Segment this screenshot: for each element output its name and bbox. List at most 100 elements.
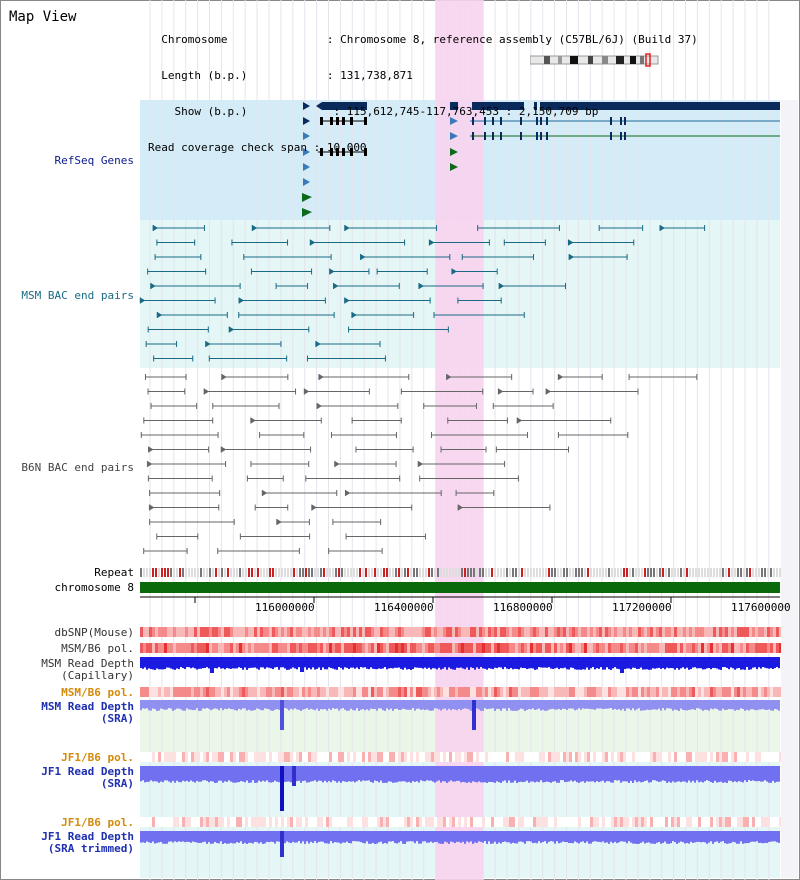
heat-cell xyxy=(398,752,401,762)
depth-bar xyxy=(774,700,776,709)
heat-cell xyxy=(434,627,437,637)
heat-cell xyxy=(446,752,449,762)
heat-cell xyxy=(416,627,419,637)
depth-bar xyxy=(174,700,176,710)
depth-bar xyxy=(698,831,700,842)
depth-bar xyxy=(286,700,288,709)
chromosome-ideogram[interactable] xyxy=(530,53,660,67)
repeat-mark xyxy=(611,568,613,577)
depth-bar xyxy=(434,766,436,783)
depth-bar xyxy=(528,831,530,842)
selected-region-highlight xyxy=(436,0,483,880)
heat-cell xyxy=(686,627,689,637)
depth-bar xyxy=(308,766,310,783)
heat-cell xyxy=(647,643,650,653)
heat-cell xyxy=(428,817,431,827)
depth-bar xyxy=(544,700,546,711)
heat-cell xyxy=(368,752,371,762)
depth-bar xyxy=(520,831,522,842)
heat-cell xyxy=(641,752,644,762)
depth-bar xyxy=(590,700,592,710)
depth-bar xyxy=(150,700,152,711)
depth-bar xyxy=(740,831,742,842)
bac-arrow xyxy=(546,388,552,395)
heat-cell xyxy=(173,752,176,762)
depth-bar xyxy=(500,657,502,668)
heat-cell xyxy=(140,687,143,697)
heat-cell xyxy=(767,752,770,762)
depth-bar xyxy=(148,831,150,843)
depth-bar xyxy=(242,831,244,844)
depth-bar xyxy=(654,657,656,669)
depth-bar xyxy=(766,831,768,844)
repeat-mark xyxy=(446,568,448,577)
depth-bar xyxy=(334,700,336,709)
heat-cell xyxy=(548,627,551,637)
depth-bar xyxy=(426,766,428,781)
heat-cell xyxy=(497,643,500,653)
depth-bar xyxy=(670,700,672,709)
heat-cell xyxy=(440,627,443,637)
heat-cell xyxy=(476,752,479,762)
depth-bar xyxy=(472,657,474,668)
heat-cell xyxy=(563,752,566,762)
depth-bar xyxy=(200,657,202,669)
heat-cell xyxy=(278,817,281,827)
depth-bar xyxy=(408,657,410,670)
region-info: Chromosome : Chromosome 8, reference ass… xyxy=(148,10,698,178)
depth-bar xyxy=(654,700,656,710)
heat-cell xyxy=(605,627,608,637)
depth-bar xyxy=(392,766,394,783)
depth-bar xyxy=(400,766,402,782)
depth-bar xyxy=(198,657,200,669)
heat-cell xyxy=(437,687,440,697)
repeat-mark xyxy=(338,568,340,577)
depth-bar xyxy=(310,657,312,670)
depth-bar xyxy=(476,657,478,668)
heat-cell xyxy=(584,687,587,697)
bac-arrow xyxy=(150,283,156,289)
heat-cell xyxy=(512,687,515,697)
depth-bar xyxy=(192,700,194,711)
heat-cell xyxy=(761,687,764,697)
depth-bar xyxy=(398,700,400,710)
heat-cell xyxy=(257,817,260,827)
repeat-mark xyxy=(392,568,394,577)
heat-cell xyxy=(521,752,524,762)
repeat-mark xyxy=(272,568,274,577)
depth-bar xyxy=(650,831,652,844)
depth-bar xyxy=(724,831,726,844)
repeat-mark xyxy=(473,568,475,577)
depth-bar xyxy=(752,700,754,710)
heat-cell xyxy=(587,752,590,762)
heat-cell xyxy=(737,817,740,827)
heat-cell xyxy=(548,687,551,697)
depth-bar xyxy=(522,700,524,710)
repeat-mark xyxy=(506,568,508,577)
heat-cell xyxy=(188,687,191,697)
repeat-mark xyxy=(743,568,745,577)
depth-bar xyxy=(292,831,294,842)
heat-cell xyxy=(182,627,185,637)
heat-cell xyxy=(695,817,698,827)
bac-arrow xyxy=(569,254,575,260)
depth-bar xyxy=(290,831,292,844)
depth-bar xyxy=(386,831,388,844)
heat-cell xyxy=(587,817,590,827)
depth-bar xyxy=(614,700,616,709)
depth-bar xyxy=(182,657,184,669)
depth-bar xyxy=(278,700,280,710)
depth-bar xyxy=(390,831,392,842)
heat-cell xyxy=(392,627,395,637)
heat-cell xyxy=(272,752,275,762)
heat-cell xyxy=(518,817,521,827)
heat-cell xyxy=(551,643,554,653)
depth-bar xyxy=(252,700,254,711)
depth-bar xyxy=(704,831,706,843)
depth-bar xyxy=(734,766,736,782)
gene-strand-arrow xyxy=(450,148,458,156)
heat-cell xyxy=(176,643,179,653)
depth-bar xyxy=(366,766,368,781)
gene-exon xyxy=(320,148,323,156)
